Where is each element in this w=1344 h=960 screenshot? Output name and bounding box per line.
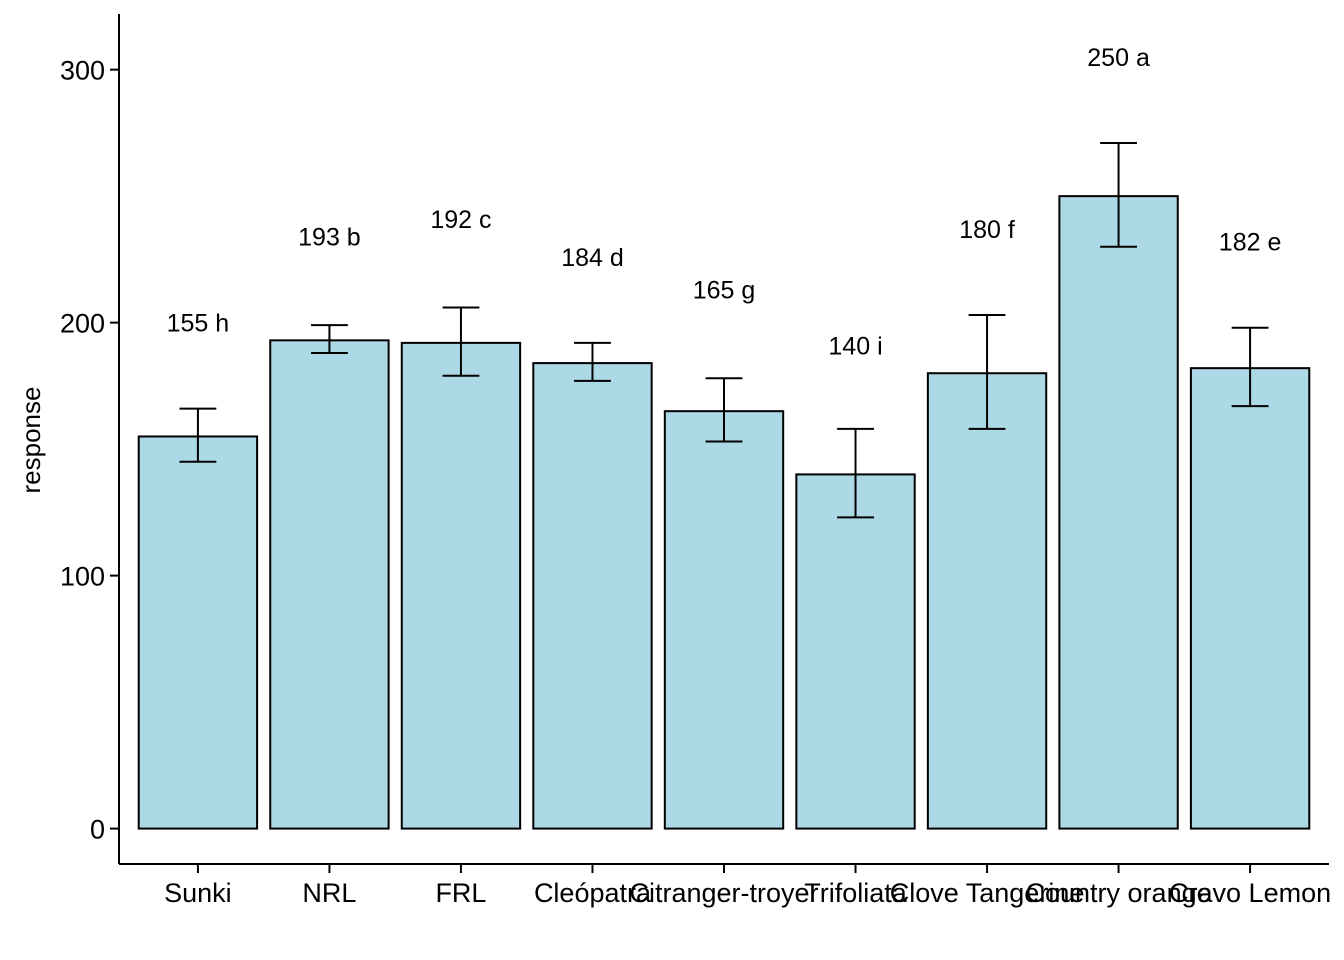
- y-tick-label: 300: [60, 56, 105, 86]
- error-bar: [1100, 142, 1137, 248]
- data-label: 193 b: [298, 224, 361, 252]
- x-ticks-layer: Sunki NRL FRL CleópatraCitranger-troyerTrif…: [164, 864, 1331, 908]
- data-label: 184 d: [561, 244, 624, 272]
- y-tick-label: 0: [90, 815, 105, 845]
- y-tick-label: 100: [60, 562, 105, 592]
- bar: [137, 435, 259, 830]
- bar: [532, 362, 653, 830]
- error-bar: [442, 306, 480, 377]
- error-bar: [1231, 326, 1269, 408]
- data-label: 182 e: [1219, 229, 1282, 257]
- data-label: 140 i: [828, 332, 882, 360]
- error-bar: [311, 324, 348, 354]
- error-bar: [574, 341, 611, 382]
- data-label: 180 f: [959, 216, 1015, 244]
- data-label: 165 g: [693, 277, 756, 305]
- bar: [400, 341, 522, 830]
- bar: [926, 372, 1048, 830]
- data-label: 192 c: [430, 206, 491, 234]
- x-tick-label: FRL: [435, 878, 486, 908]
- x-tick-label: Citranger-troyer: [629, 878, 818, 908]
- error-bar: [179, 407, 217, 463]
- error-bar: [968, 314, 1006, 430]
- x-tick-label: Cleópatra: [534, 878, 652, 908]
- bar: [795, 473, 916, 830]
- bar: [1189, 367, 1311, 830]
- x-tick-label: Sunki: [164, 878, 232, 908]
- errorbars-layer: [179, 142, 1269, 519]
- data-label: 250 a: [1087, 44, 1150, 72]
- x-tick-label: Clove Tangerine: [890, 878, 1085, 908]
- x-tick-label: NRL: [302, 878, 356, 908]
- bars-layer: [137, 195, 1311, 830]
- y-axis-title: response: [16, 387, 46, 494]
- error-bar: [837, 427, 874, 519]
- x-tick-label: Country orange: [1026, 878, 1212, 908]
- data-label: 155 h: [167, 310, 230, 338]
- data-labels-layer: 155 h 193 b 192 c 184 d 165 g 140 i 180 f 250 a…: [167, 44, 1282, 360]
- bar: [663, 410, 785, 830]
- x-tick-label: Trifoliata: [804, 878, 908, 908]
- x-tick-label: Cravo Lemon: [1169, 878, 1331, 908]
- y-ticks-layer: 0 100 200 300: [60, 56, 119, 845]
- bar: [269, 339, 390, 830]
- y-tick-label: 200: [60, 309, 105, 339]
- bar: [1058, 195, 1179, 830]
- error-bar: [705, 377, 743, 443]
